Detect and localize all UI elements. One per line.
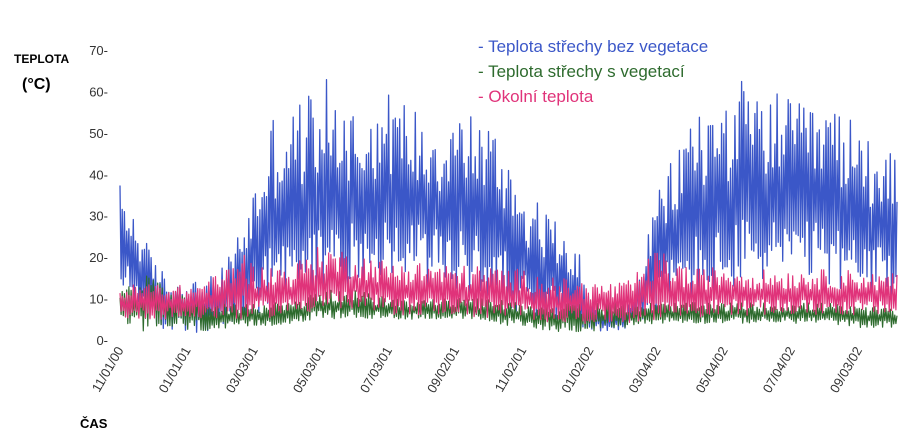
y-axis-ticks: 0- 10- 20- 30- 40- 50- 60- 70-: [89, 43, 108, 348]
plot-series: [119, 78, 898, 333]
legend: - Teplota střechy bez vegetace - Teplota…: [478, 34, 708, 109]
y-tick-label: 30-: [89, 209, 108, 224]
y-tick-label: 10-: [89, 292, 108, 307]
x-tick-label: 07/04/02: [760, 344, 798, 395]
series-line-1: [119, 275, 898, 333]
x-tick-label: 05/04/02: [693, 344, 731, 395]
x-axis-label: ČAS: [80, 416, 108, 431]
series-line-0: [119, 78, 898, 333]
x-tick-label: 03/03/01: [223, 344, 261, 395]
x-tick-label: 01/02/02: [558, 344, 596, 395]
x-tick-label: 03/04/02: [625, 344, 663, 395]
legend-item-okolni: - Okolní teplota: [478, 87, 594, 106]
series-line-2: [119, 247, 898, 324]
legend-item-bez-vegetace: - Teplota střechy bez vegetace: [478, 37, 709, 56]
x-tick-label: 11/01/00: [89, 344, 127, 394]
y-tick-label: 50-: [89, 126, 108, 141]
x-tick-label: 07/03/01: [357, 344, 395, 395]
y-tick-label: 40-: [89, 167, 108, 182]
x-axis-ticks: 11/01/00 01/01/01 03/03/01 05/03/01 07/03/01…: [89, 344, 865, 395]
x-tick-label: 01/01/01: [155, 344, 193, 395]
y-axis-label-line2: (°C): [22, 76, 51, 93]
y-tick-label: 0-: [96, 333, 108, 348]
y-axis-label-line1: TEPLOTA: [14, 52, 70, 66]
y-tick-label: 70-: [89, 43, 108, 58]
y-tick-label: 20-: [89, 250, 108, 265]
x-tick-label: 09/02/01: [424, 344, 462, 395]
x-tick-label: 09/03/02: [827, 344, 865, 395]
y-tick-label: 60-: [89, 84, 108, 99]
legend-item-s-vegetaci: - Teplota střechy s vegetací: [478, 62, 685, 81]
x-tick-label: 05/03/01: [290, 344, 328, 395]
x-tick-label: 11/02/01: [492, 344, 530, 394]
